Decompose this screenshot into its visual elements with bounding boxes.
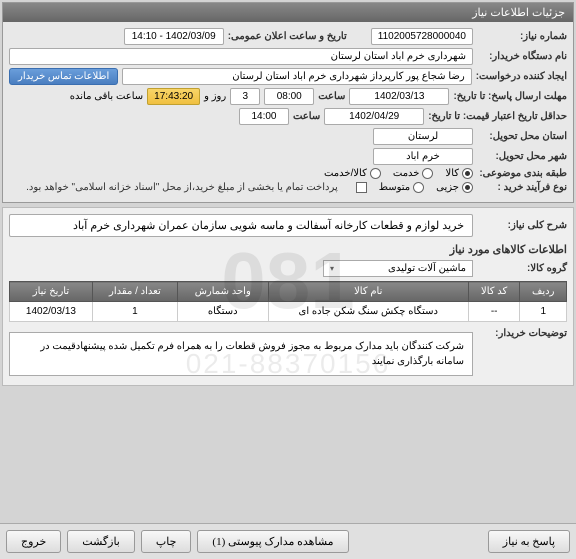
category-label: طبقه بندی موضوعی: <box>477 168 567 179</box>
deadline-time: 08:00 <box>264 88 314 105</box>
table-cell: دستگاه چکش سنگ شکن جاده ای <box>268 302 468 322</box>
remaining-time: 17:43:20 <box>147 88 200 105</box>
time-label-2: ساعت <box>293 111 320 122</box>
city-value: خرم اباد <box>373 148 473 165</box>
payment-checkbox[interactable] <box>356 182 367 193</box>
radio-goods-label: کالا <box>445 168 459 179</box>
announce-value: 1402/03/09 - 14:10 <box>124 28 224 45</box>
category-radio-group: کالا خدمت کالا/خدمت <box>324 168 473 179</box>
details-section: شرح کلی نیاز: خرید لوازم و قطعات کارخانه… <box>2 207 574 386</box>
validity-time: 14:00 <box>239 108 289 125</box>
radio-service-label: خدمت <box>393 168 420 179</box>
panel-title: جزئیات اطلاعات نیاز <box>3 3 573 22</box>
table-cell: 1 <box>92 302 177 322</box>
table-row[interactable]: 1--دستگاه چکش سنگ شکن جاده ایدستگاه11402… <box>10 302 567 322</box>
radio-dot-service <box>422 168 433 179</box>
radio-dot-goods <box>462 168 473 179</box>
table-cell: -- <box>468 302 520 322</box>
radio-goods[interactable]: کالا <box>445 168 473 179</box>
buyer-desc-value: شرکت کنندگان باید مدارک مربوط به مجوز فر… <box>9 332 473 376</box>
radio-both-label: کالا/خدمت <box>324 168 367 179</box>
items-table: ردیفکد کالانام کالاواحد شمارشتعداد / مقد… <box>9 281 567 322</box>
print-button[interactable]: چاپ <box>141 530 192 553</box>
back-button[interactable]: بازگشت <box>67 530 135 553</box>
items-title: اطلاعات کالاهای مورد نیاز <box>9 243 567 256</box>
requester-value: رضا شجاع پور کارپرداز شهرداری خرم اباد ا… <box>122 68 471 85</box>
summary-value: خرید لوازم و قطعات کارخانه آسفالت و ماسه… <box>9 214 473 237</box>
radio-dot-medium <box>413 182 424 193</box>
radio-partial[interactable]: جزیی <box>436 182 473 193</box>
attachments-button[interactable]: مشاهده مدارک پیوستی (1) <box>197 530 348 553</box>
table-header: نام کالا <box>268 282 468 302</box>
radio-medium-label: متوسط <box>379 182 410 193</box>
announce-label: تاریخ و ساعت اعلان عمومی: <box>228 31 347 42</box>
process-radio-group: جزیی متوسط پرداخت تمام یا بخشی از مبلغ خ… <box>26 182 473 193</box>
form-area: شماره نیاز: 1102005728000040 تاریخ و ساع… <box>3 22 573 202</box>
table-cell: 1402/03/13 <box>10 302 93 322</box>
table-header: کد کالا <box>468 282 520 302</box>
table-cell: دستگاه <box>177 302 268 322</box>
summary-label: شرح کلی نیاز: <box>477 220 567 231</box>
radio-dot-both <box>370 168 381 179</box>
need-no-value: 1102005728000040 <box>371 28 473 45</box>
province-label: استان محل تحویل: <box>477 131 567 142</box>
process-label: نوع فرآیند خرید : <box>477 182 567 193</box>
radio-medium[interactable]: متوسط <box>379 182 424 193</box>
exit-button[interactable]: خروج <box>6 530 61 553</box>
time-label-1: ساعت <box>318 91 345 102</box>
buyer-org-value: شهرداری خرم اباد استان لرستان <box>9 48 473 65</box>
deadline-label: مهلت ارسال پاسخ: تا تاریخ: <box>453 91 567 102</box>
table-header: ردیف <box>520 282 567 302</box>
remaining-label: ساعت باقی مانده <box>70 91 143 102</box>
validity-date: 1402/04/29 <box>324 108 424 125</box>
table-cell: 1 <box>520 302 567 322</box>
group-select-value: ماشین آلات تولیدی <box>388 263 466 274</box>
radio-service[interactable]: خدمت <box>393 168 434 179</box>
requester-label: ایجاد کننده درخواست: <box>476 71 567 82</box>
table-header: واحد شمارش <box>177 282 268 302</box>
table-header: تعداد / مقدار <box>92 282 177 302</box>
radio-partial-label: جزیی <box>436 182 459 193</box>
city-label: شهر محل تحویل: <box>477 151 567 162</box>
days-and-label: روز و <box>204 91 226 102</box>
contact-button[interactable]: اطلاعات تماس خریدار <box>9 68 118 85</box>
days-value: 3 <box>230 88 260 105</box>
radio-dot-partial <box>462 182 473 193</box>
footer-bar: پاسخ به نیاز مشاهده مدارک پیوستی (1) چاپ… <box>0 523 576 559</box>
group-select[interactable]: ماشین آلات تولیدی <box>323 260 473 277</box>
province-value: لرستان <box>373 128 473 145</box>
deadline-date: 1402/03/13 <box>349 88 449 105</box>
table-header: تاریخ نیاز <box>10 282 93 302</box>
validity-label: حداقل تاریخ اعتبار قیمت: تا تاریخ: <box>428 111 567 122</box>
main-panel: جزئیات اطلاعات نیاز شماره نیاز: 11020057… <box>2 2 574 203</box>
answer-button[interactable]: پاسخ به نیاز <box>488 530 570 553</box>
need-no-label: شماره نیاز: <box>477 31 567 42</box>
payment-note: پرداخت تمام یا بخشی از مبلغ خرید،از محل … <box>26 182 338 193</box>
group-label: گروه کالا: <box>477 263 567 274</box>
radio-both[interactable]: کالا/خدمت <box>324 168 381 179</box>
buyer-org-label: نام دستگاه خریدار: <box>477 51 567 62</box>
buyer-desc-label: توضیحات خریدار: <box>477 328 567 339</box>
